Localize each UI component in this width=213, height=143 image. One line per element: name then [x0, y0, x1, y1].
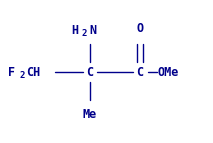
Text: 2: 2 [19, 72, 24, 81]
Text: O: O [137, 21, 144, 34]
Text: H: H [71, 23, 78, 36]
Text: CH: CH [26, 65, 40, 79]
Text: C: C [137, 65, 144, 79]
Text: 2: 2 [82, 29, 87, 38]
Text: C: C [86, 65, 94, 79]
Text: N: N [89, 23, 96, 36]
Text: F: F [8, 65, 15, 79]
Text: Me: Me [83, 108, 97, 121]
Text: OMe: OMe [158, 65, 179, 79]
